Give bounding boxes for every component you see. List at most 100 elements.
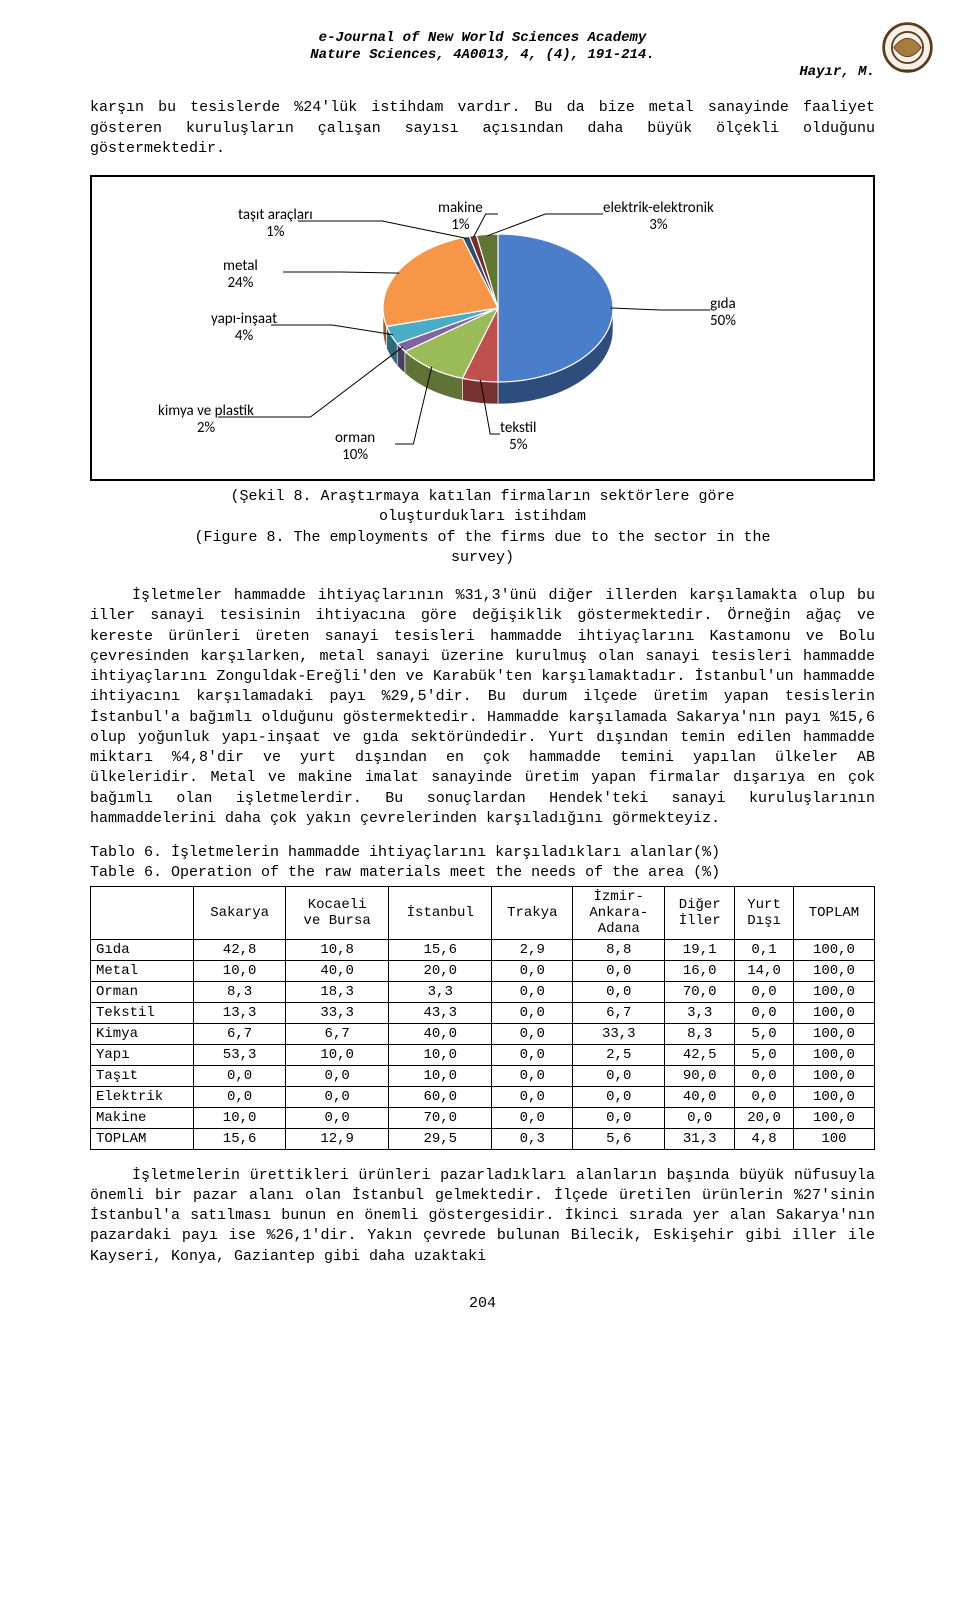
- table-cell: 10,0: [389, 1044, 492, 1065]
- table-caption-en: Table 6. Operation of the raw materials …: [90, 864, 720, 881]
- table-cell: 3,3: [665, 1002, 735, 1023]
- author-name: Hayır, M.: [90, 64, 875, 81]
- paragraph-2: İşletmeler hammadde ihtiyaçlarının %31,3…: [90, 586, 875, 829]
- table-row: Kimya6,76,740,00,033,38,35,0100,0: [91, 1023, 875, 1044]
- table-cell: 0,0: [735, 1002, 794, 1023]
- table-cell: 33,3: [573, 1023, 665, 1044]
- paragraph-3: İşletmelerin ürettikleri ürünleri pazarl…: [90, 1166, 875, 1267]
- table-row: TOPLAM15,612,929,50,35,631,34,8100: [91, 1128, 875, 1149]
- table-cell: 100,0: [793, 1065, 874, 1086]
- table-cell: 0,0: [492, 981, 573, 1002]
- table-cell: 10,0: [286, 1044, 389, 1065]
- table-cell: 0,0: [286, 1065, 389, 1086]
- table-cell: 0,0: [492, 1107, 573, 1128]
- table-cell: 0,0: [286, 1107, 389, 1128]
- table-row-header: Gıda: [91, 939, 194, 960]
- table-cell: 0,0: [573, 1107, 665, 1128]
- table-row-header: Yapı: [91, 1044, 194, 1065]
- table-cell: 10,8: [286, 939, 389, 960]
- table-cell: 15,6: [194, 1128, 286, 1149]
- table-cell: 10,0: [389, 1065, 492, 1086]
- svg-text:www: www: [903, 68, 911, 73]
- table-cell: 42,8: [194, 939, 286, 960]
- table-row: Orman8,318,33,30,00,070,00,0100,0: [91, 981, 875, 1002]
- journal-logo-icon: www: [880, 20, 935, 75]
- table-column-header: Sakarya: [194, 886, 286, 939]
- pie-label: gıda 50%: [710, 296, 736, 329]
- table-cell: 18,3: [286, 981, 389, 1002]
- table-cell: 33,3: [286, 1002, 389, 1023]
- table-cell: 0,0: [194, 1065, 286, 1086]
- pie-label: taşıt araçları 1%: [238, 207, 313, 240]
- table-cell: 0,0: [492, 1002, 573, 1023]
- pie-label: yapı-inşaat 4%: [211, 311, 277, 344]
- table-cell: 53,3: [194, 1044, 286, 1065]
- caption-sekil-l2: oluşturdukları istihdam: [379, 508, 586, 525]
- table-cell: 10,0: [194, 960, 286, 981]
- table-cell: 10,0: [194, 1107, 286, 1128]
- table-cell: 16,0: [665, 960, 735, 981]
- table-cell: 15,6: [389, 939, 492, 960]
- table-cell: 6,7: [286, 1023, 389, 1044]
- table-row: Makine10,00,070,00,00,00,020,0100,0: [91, 1107, 875, 1128]
- data-table: SakaryaKocaeli ve BursaİstanbulTrakyaİzm…: [90, 886, 875, 1150]
- table-cell: 42,5: [665, 1044, 735, 1065]
- table-cell: 40,0: [665, 1086, 735, 1107]
- caption-figure-l1: (Figure 8. The employments of the firms …: [194, 529, 770, 546]
- table-column-header: Yurt Dışı: [735, 886, 794, 939]
- pie-label: makine 1%: [438, 200, 483, 233]
- table-cell: 100,0: [793, 939, 874, 960]
- pie-label: tekstil 5%: [500, 420, 537, 453]
- table-cell: 100: [793, 1128, 874, 1149]
- pie-label: orman 10%: [335, 430, 375, 463]
- table-cell: 20,0: [389, 960, 492, 981]
- table-cell: 0,3: [492, 1128, 573, 1149]
- table-cell: 43,3: [389, 1002, 492, 1023]
- table-cell: 2,9: [492, 939, 573, 960]
- table-cell: 40,0: [389, 1023, 492, 1044]
- table-cell: 12,9: [286, 1128, 389, 1149]
- table-cell: 8,3: [665, 1023, 735, 1044]
- table-cell: 100,0: [793, 1086, 874, 1107]
- table-row-header: TOPLAM: [91, 1128, 194, 1149]
- pie-label: metal 24%: [223, 258, 258, 291]
- table-caption-tr: Tablo 6. İşletmelerin hammadde ihtiyaçla…: [90, 844, 720, 861]
- table-cell: 0,0: [573, 1065, 665, 1086]
- table-cell: 8,3: [194, 981, 286, 1002]
- table-cell: 70,0: [389, 1107, 492, 1128]
- table-cell: 0,0: [573, 960, 665, 981]
- table-cell: 40,0: [286, 960, 389, 981]
- pie-chart-container: gıda 50%tekstil 5%orman 10%kimya ve plas…: [90, 175, 875, 481]
- table-column-header: Trakya: [492, 886, 573, 939]
- table-row: Taşıt0,00,010,00,00,090,00,0100,0: [91, 1065, 875, 1086]
- table-column-header: İstanbul: [389, 886, 492, 939]
- caption-figure-l2: survey): [451, 549, 514, 566]
- table-cell: 5,0: [735, 1044, 794, 1065]
- table-cell: 0,0: [735, 981, 794, 1002]
- page-number: 204: [90, 1295, 875, 1312]
- table-row-header: Metal: [91, 960, 194, 981]
- journal-header: e-Journal of New World Sciences Academy …: [90, 30, 875, 80]
- table-cell: 6,7: [194, 1023, 286, 1044]
- table-cell: 100,0: [793, 1023, 874, 1044]
- table-cell: 3,3: [389, 981, 492, 1002]
- table-cell: 100,0: [793, 1044, 874, 1065]
- table-cell: 0,0: [492, 1044, 573, 1065]
- table-cell: 20,0: [735, 1107, 794, 1128]
- table-cell: 31,3: [665, 1128, 735, 1149]
- caption-sekil-l1: (Şekil 8. Araştırmaya katılan firmaların…: [230, 488, 734, 505]
- figure-caption: (Şekil 8. Araştırmaya katılan firmaların…: [90, 487, 875, 568]
- table-cell: 60,0: [389, 1086, 492, 1107]
- table-cell: 0,0: [492, 960, 573, 981]
- table-column-header: TOPLAM: [793, 886, 874, 939]
- table-cell: 0,0: [735, 1065, 794, 1086]
- table-cell: 0,0: [573, 981, 665, 1002]
- table-row: Yapı53,310,010,00,02,542,55,0100,0: [91, 1044, 875, 1065]
- table-cell: 0,0: [194, 1086, 286, 1107]
- table-cell: 29,5: [389, 1128, 492, 1149]
- table-cell: 90,0: [665, 1065, 735, 1086]
- table-row: Tekstil13,333,343,30,06,73,30,0100,0: [91, 1002, 875, 1023]
- table-cell: 0,0: [573, 1086, 665, 1107]
- table-column-header: Kocaeli ve Bursa: [286, 886, 389, 939]
- table-column-header: İzmir- Ankara- Adana: [573, 886, 665, 939]
